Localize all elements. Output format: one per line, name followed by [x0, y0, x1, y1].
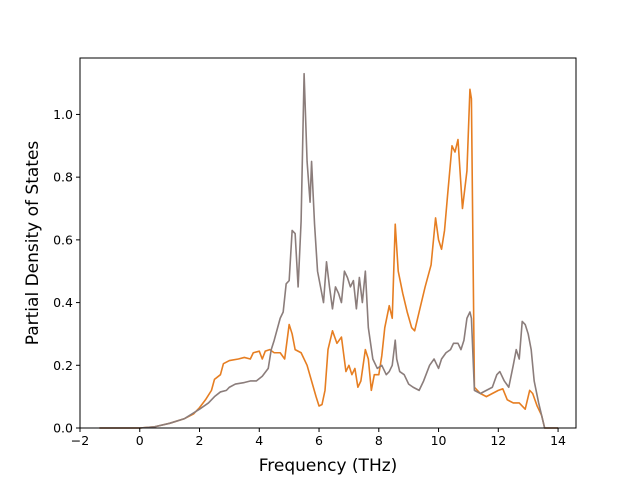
- x-tick-label: 0: [136, 433, 144, 448]
- x-tick-label: 12: [490, 433, 506, 448]
- x-axis-label: Frequency (THz): [259, 456, 398, 476]
- x-tick-label: 2: [196, 433, 204, 448]
- y-tick-label: 0.2: [53, 358, 73, 373]
- x-tick-label: 8: [375, 433, 383, 448]
- plot-frame: [79, 57, 577, 429]
- x-tick-label: 4: [255, 433, 263, 448]
- x-tick-label: 14: [550, 433, 566, 448]
- series-layer: [99, 72, 559, 429]
- series-line-1: [99, 88, 559, 429]
- x-tick-label: 6: [315, 433, 323, 448]
- x-tick-label: −2: [71, 433, 89, 448]
- series-line-2: [99, 72, 559, 429]
- y-axis: 0.0 0.2 0.4 0.6 0.8 1.0: [53, 107, 80, 436]
- y-tick-label: 1.0: [53, 107, 73, 122]
- y-tick-label: 0.6: [53, 232, 73, 247]
- y-tick-label: 0.8: [53, 170, 73, 185]
- x-tick-label: 10: [431, 433, 447, 448]
- y-axis-label: Partial Density of States: [23, 141, 43, 346]
- y-tick-label: 0.4: [53, 295, 73, 310]
- x-axis: −2 0 2 4 6 8 10 12 14: [71, 428, 566, 448]
- y-tick-label: 0.0: [53, 421, 73, 436]
